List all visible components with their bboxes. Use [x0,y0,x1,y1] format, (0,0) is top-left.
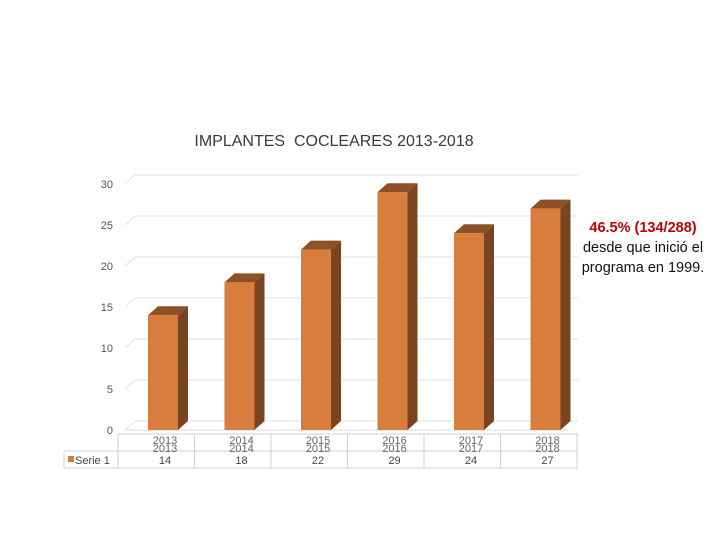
table-value: 14 [159,455,171,467]
bar-side [560,199,571,430]
bar-side [407,183,418,430]
bar-top [377,183,418,193]
table-category-label: 2018 [535,443,559,455]
table-category-label: 2017 [459,443,483,455]
gridline-slant [124,174,136,185]
bar [148,315,178,430]
gridline-slant [124,379,136,390]
bar-side [331,240,341,430]
table-category-label: 2014 [229,443,253,455]
table-category-label: 2013 [153,443,177,455]
bar-top [301,240,341,250]
gridline-slant [124,420,136,431]
bar [301,249,331,430]
x-tick-label: 2016 [382,435,406,447]
y-tick-label: 5 [107,384,113,396]
bar [224,282,255,430]
gridline-slant [124,338,136,349]
chart-title: IMPLANTES COCLEARES 2013-2018 [194,133,474,150]
annotation: 46.5% (134/288) desde que inició el prog… [566,218,720,278]
table-value: 24 [465,455,477,467]
table-category-label: 2016 [382,443,406,455]
table-value: 18 [235,455,247,467]
annotation-text: desde que inició el programa en 1999. [581,240,705,276]
x-tick-label: 2015 [306,435,330,447]
x-tick-label: 2018 [535,435,559,447]
bar-side [254,273,265,430]
table-value: 27 [541,455,553,467]
bar-top [224,273,265,283]
legend-label: Serie 1 [75,455,110,467]
y-tick-label: 30 [101,179,113,191]
bar-top [530,199,571,209]
gridline-slant [124,256,136,267]
bar [377,192,408,430]
y-tick-label: 25 [101,220,113,232]
annotation-highlight: 46.5% (134/288) [589,220,697,236]
gridline-slant [124,215,136,226]
y-tick-label: 0 [107,425,113,437]
table-value: 29 [388,455,400,467]
x-tick-label: 2014 [229,435,253,447]
bar-top [148,306,188,316]
bar [454,233,484,430]
table-category-label: 2015 [306,443,330,455]
bar-side [178,306,188,430]
x-tick-label: 2013 [153,435,177,447]
y-tick-label: 15 [101,302,113,314]
bar [530,208,561,430]
x-tick-label: 2017 [459,435,483,447]
bar-side [484,224,494,430]
table-value: 22 [312,455,324,467]
gridline-slant [124,297,136,308]
legend-swatch [68,456,74,462]
y-tick-label: 20 [101,261,113,273]
y-tick-label: 10 [101,343,113,355]
bar-top [454,224,494,234]
